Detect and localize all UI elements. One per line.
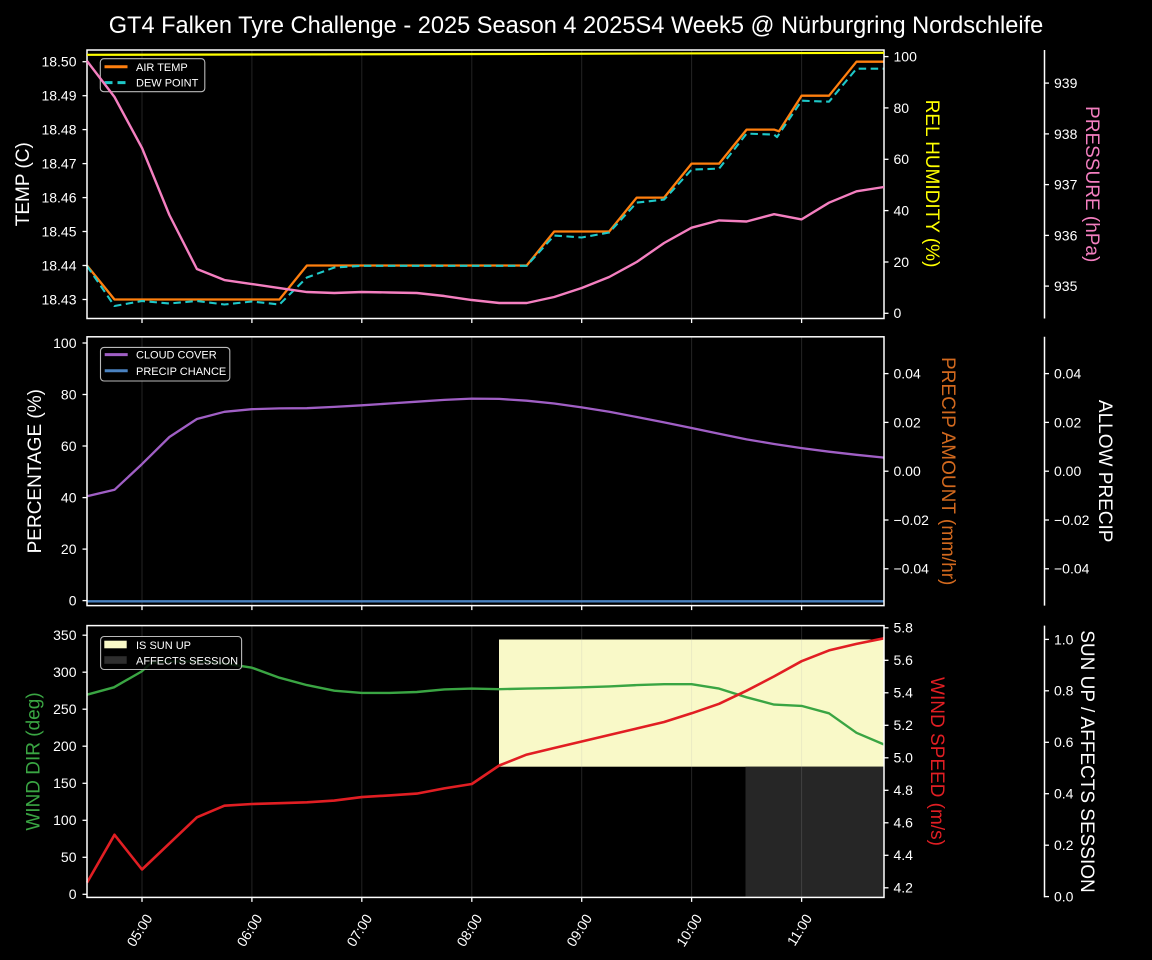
svg-text:PRECIP CHANCE: PRECIP CHANCE	[136, 366, 226, 378]
svg-text:SUN UP / AFFECTS SESSION: SUN UP / AFFECTS SESSION	[1076, 630, 1097, 893]
svg-text:40: 40	[61, 490, 77, 506]
svg-text:250: 250	[53, 701, 77, 717]
svg-text:80: 80	[61, 386, 77, 402]
svg-text:0.04: 0.04	[894, 366, 921, 382]
svg-text:4.6: 4.6	[894, 815, 914, 831]
svg-text:18.43: 18.43	[41, 291, 76, 307]
svg-text:GT4 Falken Tyre Challenge - 20: GT4 Falken Tyre Challenge - 2025 Season …	[109, 13, 1044, 39]
svg-text:100: 100	[894, 49, 918, 65]
svg-text:350: 350	[53, 627, 77, 643]
svg-text:TEMP (C): TEMP (C)	[13, 142, 34, 226]
svg-text:5.4: 5.4	[894, 685, 914, 701]
svg-text:−0.02: −0.02	[894, 512, 930, 528]
svg-text:CLOUD COVER: CLOUD COVER	[136, 350, 217, 362]
svg-text:100: 100	[53, 812, 77, 828]
svg-text:5.0: 5.0	[894, 750, 914, 766]
svg-text:18.44: 18.44	[41, 257, 76, 273]
svg-text:80: 80	[894, 100, 910, 116]
svg-text:100: 100	[53, 335, 77, 351]
svg-text:0.02: 0.02	[894, 414, 921, 430]
svg-text:0: 0	[894, 305, 902, 321]
svg-text:REL HUMIDITY (%): REL HUMIDITY (%)	[921, 100, 942, 268]
svg-text:0.6: 0.6	[1054, 734, 1074, 750]
svg-text:AIR TEMP: AIR TEMP	[136, 62, 188, 74]
svg-text:938: 938	[1054, 126, 1078, 142]
svg-text:−0.04: −0.04	[894, 561, 930, 577]
svg-text:18.45: 18.45	[41, 223, 76, 239]
svg-text:50: 50	[61, 849, 77, 865]
svg-text:0.00: 0.00	[1054, 463, 1081, 479]
svg-text:18.49: 18.49	[41, 88, 76, 104]
svg-text:200: 200	[53, 738, 77, 754]
svg-text:300: 300	[53, 664, 77, 680]
svg-text:939: 939	[1054, 75, 1078, 91]
svg-text:18.46: 18.46	[41, 190, 76, 206]
svg-text:4.2: 4.2	[894, 880, 914, 896]
svg-text:5.2: 5.2	[894, 717, 914, 733]
svg-text:0: 0	[69, 593, 77, 609]
svg-text:5.6: 5.6	[894, 652, 914, 668]
svg-text:ALLOW PRECIP: ALLOW PRECIP	[1094, 400, 1115, 543]
svg-text:PRECIP AMOUNT (mm/hr): PRECIP AMOUNT (mm/hr)	[937, 357, 958, 585]
svg-text:18.47: 18.47	[41, 156, 76, 172]
svg-text:18.50: 18.50	[41, 54, 76, 70]
svg-text:−0.02: −0.02	[1054, 512, 1090, 528]
svg-text:−0.04: −0.04	[1054, 561, 1090, 577]
svg-text:AFFECTS SESSION: AFFECTS SESSION	[136, 655, 238, 667]
svg-text:936: 936	[1054, 227, 1078, 243]
svg-text:0.00: 0.00	[894, 463, 921, 479]
svg-text:WIND DIR (deg): WIND DIR (deg)	[24, 692, 45, 830]
svg-text:937: 937	[1054, 177, 1078, 193]
svg-text:0.02: 0.02	[1054, 414, 1081, 430]
svg-text:0.04: 0.04	[1054, 366, 1081, 382]
svg-text:0.4: 0.4	[1054, 786, 1074, 802]
svg-text:DEW POINT: DEW POINT	[136, 78, 199, 90]
svg-text:935: 935	[1054, 278, 1078, 294]
svg-text:5.8: 5.8	[894, 620, 914, 636]
svg-text:40: 40	[894, 203, 910, 219]
svg-text:0.8: 0.8	[1054, 683, 1074, 699]
svg-text:PRESSURE (hPa): PRESSURE (hPa)	[1081, 106, 1102, 262]
svg-text:1.0: 1.0	[1054, 631, 1074, 647]
svg-text:18.48: 18.48	[41, 122, 76, 138]
svg-text:60: 60	[894, 151, 910, 167]
svg-text:4.8: 4.8	[894, 782, 914, 798]
svg-text:4.4: 4.4	[894, 847, 914, 863]
svg-text:0.2: 0.2	[1054, 837, 1074, 853]
svg-text:150: 150	[53, 775, 77, 791]
svg-text:0: 0	[69, 886, 77, 902]
svg-text:60: 60	[61, 438, 77, 454]
svg-text:IS SUN UP: IS SUN UP	[136, 640, 191, 652]
svg-text:WIND SPEED (m/s): WIND SPEED (m/s)	[926, 677, 947, 846]
svg-text:20: 20	[61, 541, 77, 557]
svg-text:0.0: 0.0	[1054, 889, 1074, 905]
svg-text:20: 20	[894, 254, 910, 270]
svg-text:PERCENTAGE (%): PERCENTAGE (%)	[25, 389, 46, 553]
